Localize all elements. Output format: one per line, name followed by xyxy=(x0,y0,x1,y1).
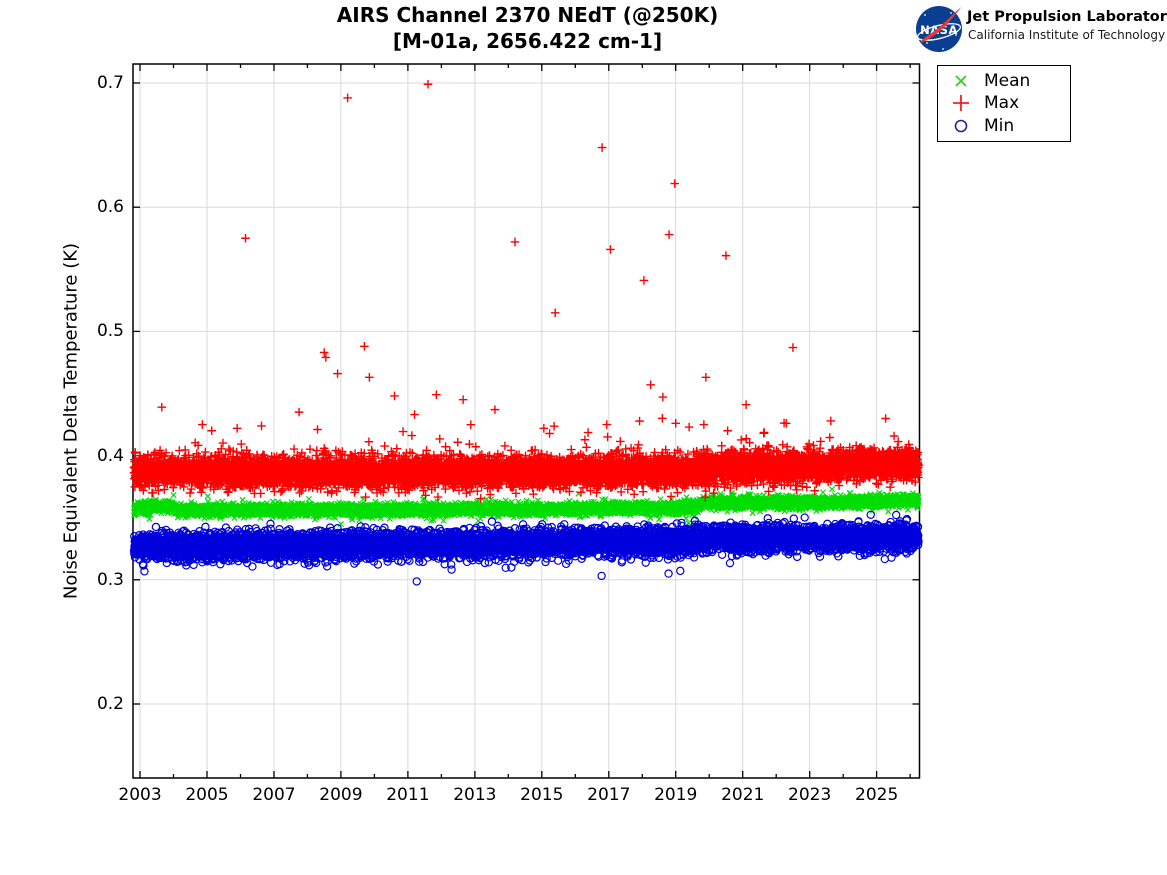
x-tick-label: 2011 xyxy=(386,785,430,805)
legend-label-max: Max xyxy=(984,93,1020,114)
max-plus-marker-icon xyxy=(938,94,984,112)
legend: Mean Max Min xyxy=(937,65,1071,142)
min-circle-marker-icon xyxy=(938,117,984,135)
x-tick-label: 2003 xyxy=(118,785,162,805)
x-tick-label: 2019 xyxy=(654,785,698,805)
x-tick-label: 2017 xyxy=(587,785,631,805)
y-tick-label: 0.6 xyxy=(96,197,124,218)
x-tick-label: 2009 xyxy=(319,785,363,805)
x-tick-label: 2013 xyxy=(453,785,497,805)
legend-item-min: Min xyxy=(938,115,1070,137)
legend-label-mean: Mean xyxy=(984,71,1031,92)
x-tick-label: 2025 xyxy=(855,785,899,805)
y-axis-title: Noise Equivalent Delta Temperature (K) xyxy=(60,242,82,600)
y-tick-label: 0.3 xyxy=(96,569,124,590)
y-tick-label: 0.4 xyxy=(96,445,124,466)
x-tick-label: 2023 xyxy=(788,785,832,805)
y-tick-label: 0.5 xyxy=(96,321,124,342)
legend-item-mean: Mean xyxy=(938,70,1070,92)
x-tick-label: 2021 xyxy=(721,785,765,805)
x-tick-label: 2005 xyxy=(185,785,229,805)
legend-label-min: Min xyxy=(984,115,1015,136)
x-tick-label: 2015 xyxy=(520,785,564,805)
y-tick-label: 0.2 xyxy=(96,693,124,714)
legend-item-max: Max xyxy=(938,92,1070,114)
y-tick-label: 0.7 xyxy=(96,73,124,93)
mean-x-marker-icon xyxy=(938,73,984,89)
x-tick-label: 2007 xyxy=(252,785,296,805)
